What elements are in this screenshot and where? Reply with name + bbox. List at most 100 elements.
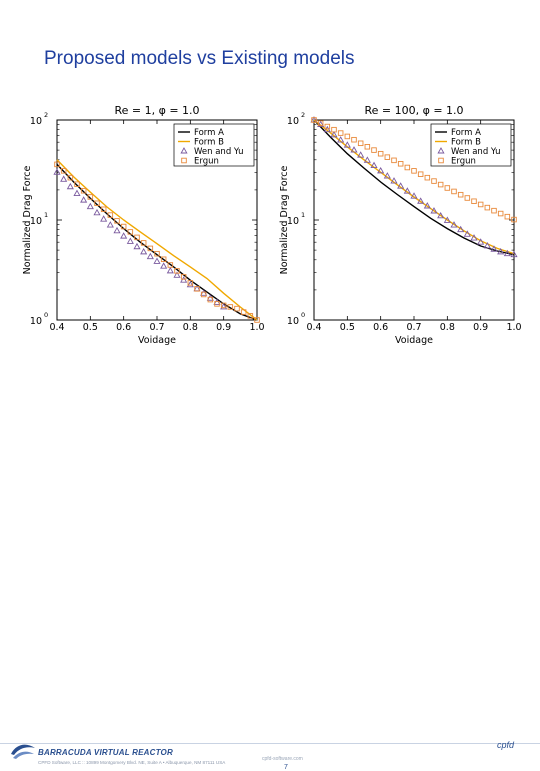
page-number: 7 <box>284 764 288 771</box>
legend-label: Ergun <box>194 157 219 167</box>
data-point-square <box>404 164 411 171</box>
data-point-triangle <box>153 257 161 264</box>
x-tick-label: 0.6 <box>373 322 388 333</box>
x-tick-label: 0.7 <box>406 322 421 333</box>
data-point-square <box>377 150 384 157</box>
data-point-triangle <box>390 177 398 184</box>
data-point-triangle <box>126 237 134 244</box>
data-point-triangle <box>497 247 505 255</box>
data-point-triangle <box>113 226 121 234</box>
data-point-triangle <box>490 245 498 252</box>
data-point-square <box>311 117 317 123</box>
data-point-triangle <box>146 252 154 260</box>
data-point-square <box>384 154 391 160</box>
data-point-square <box>331 126 337 133</box>
data-point-square <box>471 198 477 204</box>
data-point-triangle <box>186 280 194 288</box>
data-point-triangle <box>357 151 365 158</box>
y-axis-label: Normalized Drag Force <box>279 166 290 275</box>
data-point-triangle <box>66 182 74 190</box>
data-point-triangle <box>330 130 338 138</box>
legend-swatch-square <box>438 157 444 164</box>
data-point-square <box>134 234 140 241</box>
data-point-square <box>167 262 174 268</box>
data-point-triangle <box>397 182 405 189</box>
data-point-triangle <box>430 207 438 214</box>
data-point-square <box>247 313 254 319</box>
chart-title: Re = 1, φ = 1.0 <box>114 104 199 117</box>
x-tick-label: 0.5 <box>83 322 98 333</box>
data-point-triangle <box>337 136 345 143</box>
x-axis-label: Voidage <box>395 335 433 346</box>
data-point-square <box>484 204 491 211</box>
data-point-triangle <box>443 216 451 223</box>
legend-swatch-triangle <box>180 147 188 154</box>
data-point-triangle <box>106 221 114 228</box>
data-point-triangle <box>350 146 358 153</box>
company-address: CPFD Software, LLC :: 10899 Montgomery B… <box>38 760 226 765</box>
data-point-square <box>457 191 464 198</box>
y-tick-exponent: 1 <box>301 211 305 219</box>
data-point-triangle <box>60 175 68 182</box>
x-tick-label: 0.6 <box>116 322 131 333</box>
data-point-triangle <box>140 247 148 255</box>
data-point-square <box>127 229 134 235</box>
x-tick-label: 1.0 <box>506 322 521 333</box>
data-point-triangle <box>53 168 61 175</box>
legend-label: Form B <box>451 138 481 148</box>
data-point-triangle <box>457 225 465 233</box>
data-point-square <box>207 296 214 303</box>
chart-title: Re = 100, φ = 1.0 <box>364 104 463 117</box>
x-tick-label: 0.4 <box>306 322 321 333</box>
data-point-square <box>100 206 107 213</box>
data-point-triangle <box>417 197 425 204</box>
data-point-square <box>187 280 194 286</box>
data-point-square <box>444 185 451 191</box>
x-tick-label: 0.7 <box>149 322 164 333</box>
data-point-triangle <box>437 211 445 219</box>
data-point-square <box>511 216 517 223</box>
cpfd-logo: cpfd <box>497 740 515 750</box>
data-point-triangle <box>450 221 458 228</box>
data-point-triangle <box>160 262 168 269</box>
website-link[interactable]: cpfd-software.com <box>262 756 303 762</box>
data-point-square <box>107 212 114 218</box>
y-tick-exponent: 0 <box>44 311 48 319</box>
data-point-triangle <box>403 187 411 194</box>
data-point-triangle <box>370 161 378 169</box>
y-tick-label: 10 <box>287 216 299 227</box>
data-point-square <box>87 194 94 200</box>
data-point-triangle <box>383 172 391 179</box>
data-point-square <box>140 240 147 246</box>
data-point-square <box>371 147 377 153</box>
data-point-triangle <box>470 234 478 241</box>
x-tick-label: 0.9 <box>473 322 488 333</box>
data-point-square <box>160 256 167 263</box>
data-point-square <box>120 223 127 230</box>
data-point-triangle <box>510 250 518 258</box>
data-point-triangle <box>463 230 471 237</box>
data-point-triangle <box>377 166 385 174</box>
data-point-square <box>94 200 100 207</box>
data-point-square <box>337 130 344 136</box>
brand-name: BARRACUDA VIRTUAL REACTOR <box>38 748 173 757</box>
data-point-square <box>114 218 120 224</box>
legend-box <box>173 123 255 167</box>
legend-swatch-square <box>181 157 187 164</box>
data-point-triangle <box>206 294 214 301</box>
data-point-square <box>497 210 504 217</box>
data-point-square <box>154 250 160 257</box>
data-point-square <box>324 123 331 130</box>
legend-box <box>430 123 512 167</box>
data-point-triangle <box>477 238 485 245</box>
data-point-square <box>180 274 187 280</box>
footer: BARRACUDA VIRTUAL REACTOR CPFD Software,… <box>0 368 540 771</box>
data-point-square <box>200 291 207 298</box>
data-point-square <box>60 168 67 174</box>
y-tick-exponent: 0 <box>301 311 305 319</box>
x-tick-label: 0.8 <box>440 322 455 333</box>
data-point-triangle <box>100 215 108 222</box>
legend-label: Form A <box>194 128 224 138</box>
